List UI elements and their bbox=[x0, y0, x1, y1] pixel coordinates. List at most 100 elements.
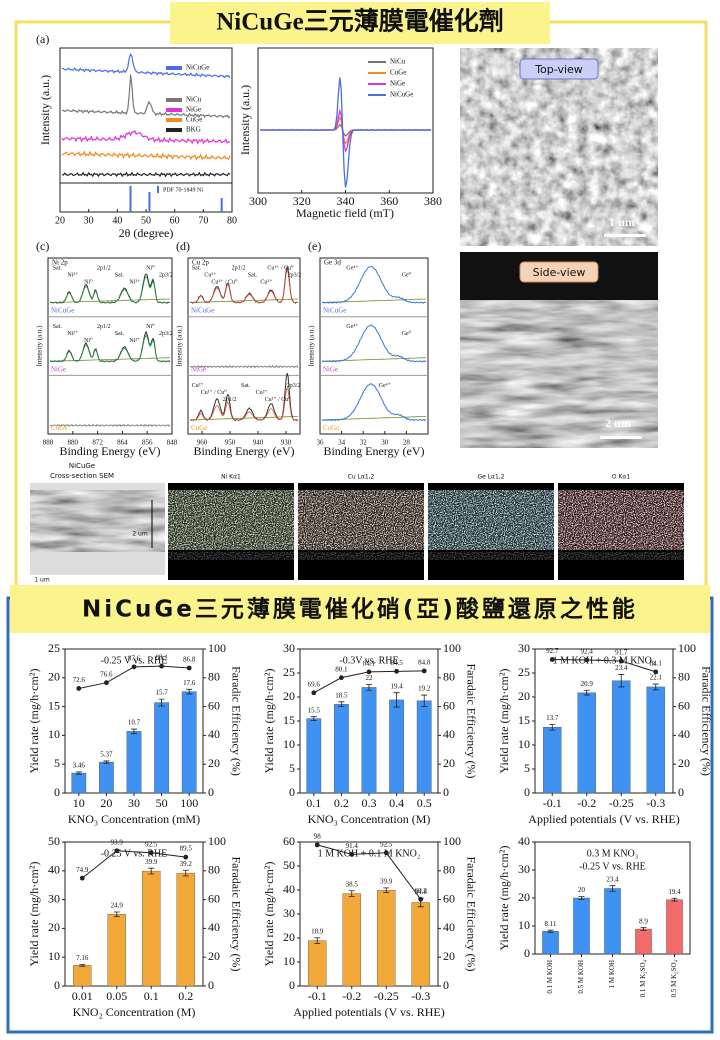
x-axis-label: KNO₂ Concentration (M) bbox=[73, 1005, 196, 1019]
fe-point bbox=[349, 851, 355, 857]
fe-label: 98 bbox=[314, 832, 322, 840]
peak-label: Sat. bbox=[192, 265, 202, 271]
fe-point bbox=[339, 675, 344, 681]
peak-label: Ni⁰ bbox=[84, 337, 93, 344]
y-axis-label: Intensity (a.u.) bbox=[238, 85, 252, 155]
x-tick-label: 28 bbox=[403, 439, 411, 447]
x-tick-label: -0.2 bbox=[577, 796, 596, 810]
peak-label: Ni²⁺ bbox=[67, 331, 78, 337]
fe-point bbox=[421, 668, 427, 674]
error-bar bbox=[186, 688, 193, 695]
y2-tick-label: 60 bbox=[208, 698, 220, 712]
fe-point bbox=[314, 842, 320, 848]
x-tick-label: 60 bbox=[170, 215, 180, 226]
y-axis-label: Intensity (a.u.) bbox=[308, 325, 316, 367]
sample-label: NiGe bbox=[323, 365, 338, 373]
legend-label: NiCu bbox=[390, 58, 406, 66]
value-label: 13.7 bbox=[546, 714, 559, 722]
y2-tick-label: 100 bbox=[208, 834, 226, 848]
sample-label: CuGe bbox=[191, 424, 207, 432]
fe-label: 86.8 bbox=[183, 656, 196, 664]
bar bbox=[99, 761, 114, 794]
bar bbox=[604, 888, 621, 955]
view-label: Side-view bbox=[533, 266, 586, 279]
view-label: Top-view bbox=[534, 63, 583, 76]
error-bar bbox=[583, 689, 590, 696]
x-tick-label: 380 bbox=[424, 194, 442, 208]
fe-label: 84.8 bbox=[418, 658, 431, 666]
peak-label: Cu¹⁺ / Cu⁰ bbox=[267, 264, 294, 271]
y-tick-label: 50 bbox=[283, 858, 295, 872]
y-axis-label: Yield rate (mg/h·cm²) bbox=[262, 669, 276, 774]
y-tick-label: 5 bbox=[524, 761, 530, 775]
legend-label: NiGe bbox=[390, 80, 405, 88]
error-bar bbox=[314, 937, 321, 944]
x-tick-label: 20 bbox=[100, 796, 112, 810]
fe-label: 60.2 bbox=[415, 887, 428, 895]
y2-tick-label: 100 bbox=[678, 641, 696, 655]
y-tick-label: 15 bbox=[283, 713, 295, 727]
x-tick-label: 872 bbox=[92, 439, 103, 447]
peak-label: Sat. bbox=[248, 272, 258, 278]
chart-title: 0.3 M KNO₃ bbox=[587, 848, 639, 859]
x-tick-label: 880 bbox=[68, 439, 79, 447]
y-tick-label: 20 bbox=[48, 920, 60, 934]
value-label: 10.7 bbox=[128, 719, 141, 727]
bar bbox=[308, 940, 327, 987]
x-tick-label: -0.1 bbox=[308, 989, 327, 1003]
y2-tick-label: 60 bbox=[678, 698, 690, 712]
view-tag bbox=[519, 261, 599, 283]
x-tick-label: 70 bbox=[198, 215, 208, 226]
y-tick-label: 20 bbox=[48, 670, 60, 684]
x-tick-label: 320 bbox=[293, 194, 311, 208]
eds-sem bbox=[30, 490, 165, 552]
fe-point bbox=[418, 896, 424, 902]
peak-label: 2p1/2 bbox=[97, 265, 111, 271]
fe-point bbox=[366, 669, 372, 675]
error-bar bbox=[182, 869, 189, 877]
fe-label: 74.9 bbox=[76, 866, 89, 874]
eds-map-dots bbox=[428, 490, 554, 550]
value-label: 39.9 bbox=[145, 858, 158, 866]
y-tick-label: 10 bbox=[518, 918, 530, 932]
peak-label: Cu¹⁺ / Cu⁰ bbox=[201, 389, 228, 396]
y2-axis-label: Faradaic Efficiency (%) bbox=[464, 663, 478, 778]
x-axis-label: Magnetic field (mT) bbox=[296, 206, 394, 220]
fe-label: 89.5 bbox=[180, 845, 193, 853]
x-tick-label: 864 bbox=[117, 439, 128, 447]
error-bar bbox=[393, 692, 400, 708]
y-tick-label: 0 bbox=[524, 946, 530, 960]
panel-label: (e) bbox=[308, 239, 321, 253]
spectrum bbox=[61, 130, 231, 145]
spectrum bbox=[259, 108, 432, 153]
x-tick-label: 0.4 bbox=[389, 796, 404, 810]
legend-label: CuGe bbox=[390, 69, 406, 77]
fe-line bbox=[317, 844, 422, 900]
scale-label: 2 um bbox=[605, 416, 631, 430]
value-label: 22 bbox=[366, 674, 374, 682]
peak-label: 2p1/2 bbox=[97, 324, 111, 330]
y2-tick-label: 0 bbox=[443, 978, 449, 992]
y2-axis-label: Faradaic Efficiency (%) bbox=[229, 856, 243, 971]
x-tick-label: -0.25 bbox=[374, 989, 399, 1003]
y-tick-label: 10 bbox=[518, 737, 530, 751]
spectrum bbox=[259, 77, 432, 188]
x-axis-label: 2θ (degree) bbox=[119, 226, 174, 240]
chart-subtitle: -0.25 V vs. RHE bbox=[579, 861, 646, 872]
baseline bbox=[322, 357, 426, 362]
fe-point bbox=[383, 850, 389, 856]
core-label: Cu 2p bbox=[192, 259, 209, 267]
x-axis-label: KNO₃ Concentration (mM) bbox=[68, 812, 200, 826]
fe-point bbox=[76, 686, 82, 691]
view-tag bbox=[519, 58, 599, 80]
value-label: 5.37 bbox=[100, 751, 113, 759]
value-label: 19.4 bbox=[390, 682, 403, 690]
y-tick-label: 0 bbox=[524, 785, 530, 799]
error-bar bbox=[148, 867, 155, 875]
plot-frame bbox=[257, 47, 434, 194]
x-tick-label: 0.1 bbox=[144, 989, 159, 1003]
bar bbox=[126, 731, 142, 794]
value-label: 15.5 bbox=[308, 706, 321, 714]
map-label: O Kα1 bbox=[612, 474, 631, 481]
y-tick-label: 40 bbox=[48, 863, 60, 877]
